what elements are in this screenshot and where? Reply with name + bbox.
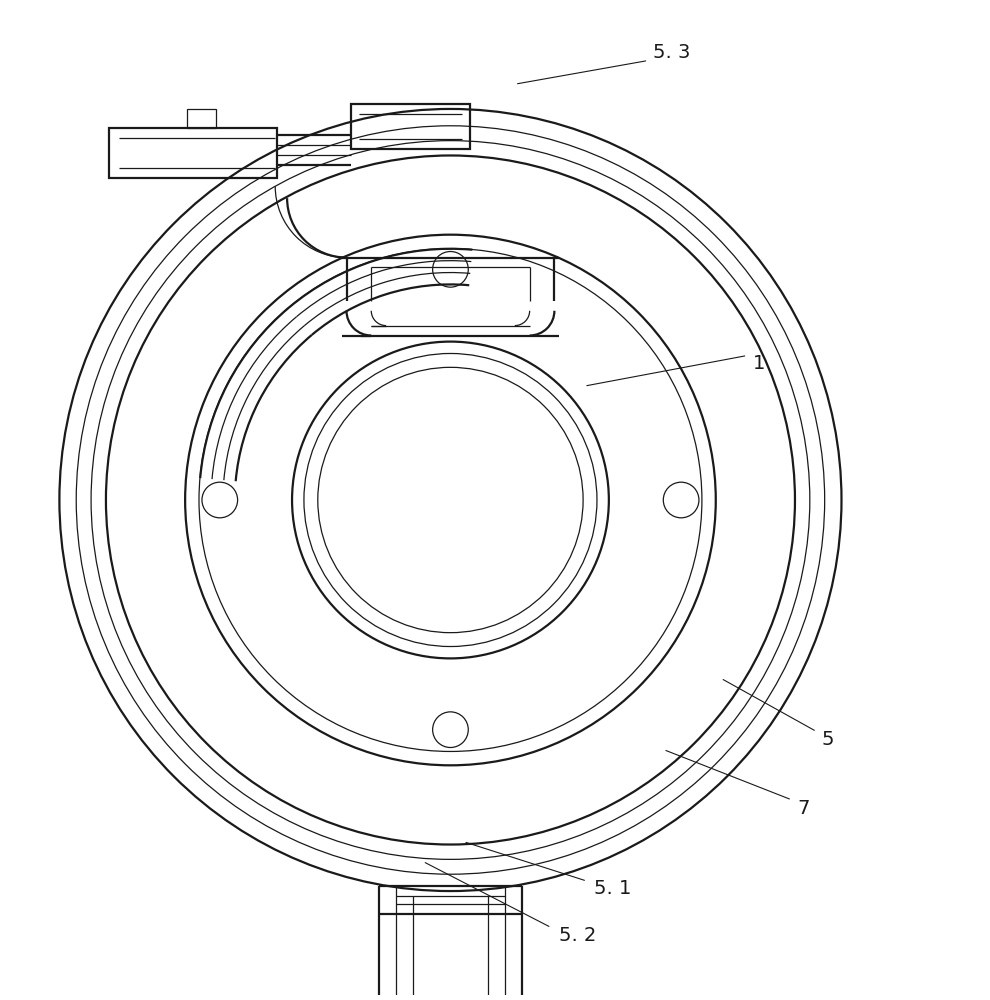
Text: 7: 7	[797, 799, 810, 818]
Bar	[187, 109, 217, 128]
Bar	[351, 104, 470, 149]
Text: 1: 1	[752, 354, 764, 373]
Bar	[109, 128, 277, 178]
Text: 5: 5	[822, 730, 835, 749]
Text: 5. 1: 5. 1	[594, 879, 632, 898]
Text: 5. 3: 5. 3	[653, 43, 691, 62]
Text: 5. 2: 5. 2	[559, 926, 597, 945]
